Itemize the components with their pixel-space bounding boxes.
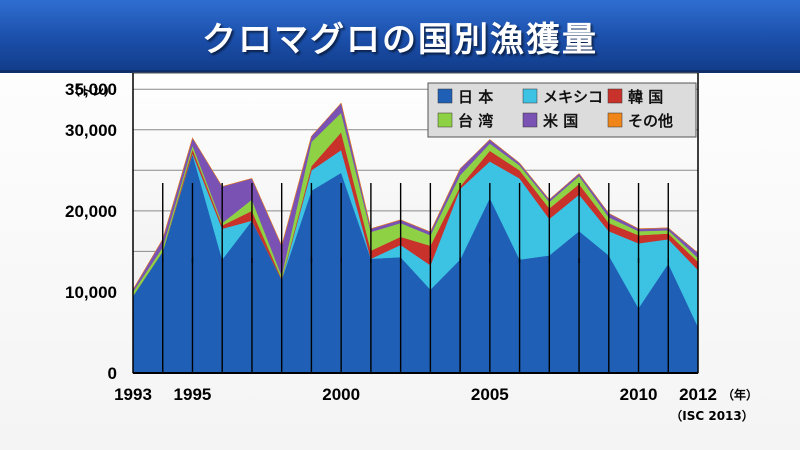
- y-tick-labels: 0 10,000 20,000 30,000 35,000: [65, 80, 117, 383]
- y-tick-label: 30,000: [65, 121, 117, 140]
- stacked-areas: [132, 102, 699, 374]
- legend-label: 米 国: [543, 112, 578, 130]
- legend-swatch: [522, 88, 538, 104]
- y-tick-label: 10,000: [65, 283, 117, 302]
- legend-swatch: [607, 112, 623, 128]
- legend-swatch: [607, 88, 623, 104]
- legend-swatch: [522, 112, 538, 128]
- x-unit-label: （年）: [722, 387, 758, 402]
- title-bar: クロマグロの国別漁獲量: [0, 0, 800, 73]
- x-tick-label: 1993: [114, 385, 152, 404]
- x-tick-labels: 1993 1995 2000 2005 2010 2012: [114, 385, 717, 404]
- legend-box: [427, 82, 697, 138]
- legend-swatch: [437, 112, 453, 128]
- legend-label: 日 本: [458, 88, 493, 106]
- y-tick-label: 35,000: [65, 80, 117, 99]
- y-tick-label: 20,000: [65, 202, 117, 221]
- chart-title: クロマグロの国別漁獲量: [202, 20, 598, 60]
- y-unit-label: （トン）: [68, 83, 116, 98]
- legend: 日 本 メキシコ 韓 国台 湾 米 国 その他: [427, 82, 697, 138]
- x-tick-label: 1995: [174, 385, 212, 404]
- x-tick-label: 2005: [471, 385, 509, 404]
- x-tick-label: 2010: [620, 385, 658, 404]
- legend-label: その他: [628, 112, 673, 130]
- legend-label: 韓 国: [628, 88, 663, 106]
- legend-swatch: [437, 88, 453, 104]
- source-label: （ISC 2013）: [670, 408, 754, 423]
- x-tick-label: 2000: [322, 385, 360, 404]
- legend-label: メキシコ: [543, 88, 603, 106]
- x-tick-label: 2012: [679, 385, 717, 404]
- legend-label: 台 湾: [458, 112, 493, 130]
- y-tick-label: 0: [108, 364, 117, 383]
- x-gridlines: [132, 73, 699, 373]
